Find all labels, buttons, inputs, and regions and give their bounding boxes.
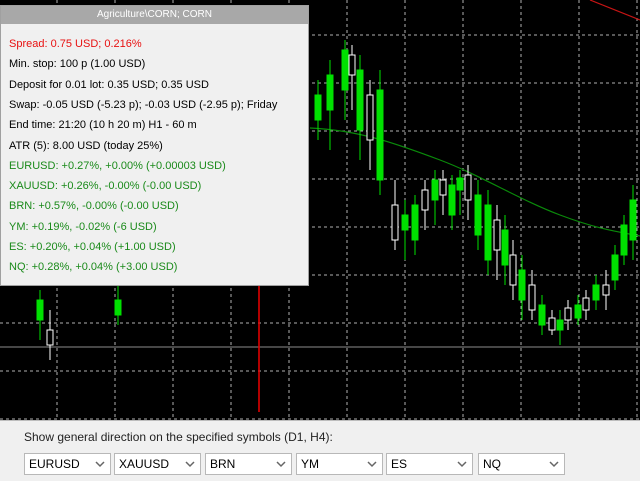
info-line: ES: +0.20%, +0.04% (+1.00 USD): [9, 241, 176, 253]
symbol-select-value: NQ: [483, 457, 501, 471]
candle-body: [439, 179, 447, 196]
candle-body: [391, 204, 399, 241]
candle-body: [582, 297, 590, 311]
candle-body: [314, 94, 322, 121]
symbol-select-value: YM: [301, 457, 319, 471]
info-line: ATR (5): 8.00 USD (today 25%): [9, 139, 163, 152]
symbol-select-value: EURUSD: [29, 457, 80, 471]
candle-body: [448, 184, 456, 216]
candle-body: [620, 224, 628, 256]
info-line: End time: 21:20 (10 h 20 m) H1 - 60 m: [9, 119, 197, 132]
candle-body: [46, 329, 54, 346]
trend-line: [589, 0, 640, 21]
settings-label: Show general direction on the specified …: [24, 430, 333, 444]
candle-body: [564, 307, 572, 321]
candle-body: [484, 204, 492, 261]
candle-body: [341, 49, 349, 91]
candle-body: [401, 214, 409, 231]
chevron-down-icon[interactable]: [275, 458, 287, 470]
chevron-down-icon[interactable]: [184, 458, 196, 470]
info-panel-title: Agriculture\CORN; CORN: [1, 6, 308, 24]
symbol-select-ym[interactable]: YM: [296, 453, 383, 475]
symbol-select-value: ES: [391, 457, 408, 471]
candle-body: [431, 179, 439, 201]
candle-body: [548, 317, 556, 331]
candle-body: [456, 177, 464, 191]
candle-body: [528, 284, 536, 311]
info-line: Deposit for 0.01 lot: 0.35 USD; 0.35 USD: [9, 78, 209, 91]
settings-panel: Show general direction on the specified …: [0, 420, 640, 481]
candle-body: [493, 219, 501, 251]
info-line: XAUUSD: +0.26%, -0.00% (-0.00 USD): [9, 180, 202, 193]
candle-body: [518, 269, 526, 301]
candle-body: [114, 299, 122, 316]
symbol-select-nq[interactable]: NQ: [478, 453, 565, 475]
symbol-select-value: BRN: [210, 457, 236, 471]
candle-body: [411, 204, 419, 241]
symbol-select-eurusd[interactable]: EURUSD: [24, 453, 111, 475]
info-line: Swap: -0.05 USD (-5.23 p); -0.03 USD (-2…: [9, 98, 278, 111]
candle-body: [348, 54, 356, 76]
candle-body: [464, 174, 472, 201]
candle-body: [574, 304, 582, 319]
candle-body: [556, 319, 564, 331]
candle-body: [421, 189, 429, 211]
info-line: EURUSD: +0.27%, +0.00% (+0.00003 USD): [9, 159, 226, 172]
info-line: Spread: 0.75 USD; 0.216%: [9, 38, 142, 50]
chevron-down-icon[interactable]: [548, 458, 560, 470]
candle-body: [602, 284, 610, 296]
symbol-select-brn[interactable]: BRN: [205, 453, 292, 475]
symbol-select-value: XAUUSD: [119, 457, 170, 471]
symbol-select-es[interactable]: ES: [386, 453, 473, 475]
candle-body: [538, 304, 546, 326]
candle-body: [356, 69, 364, 131]
info-line: YM: +0.19%, -0.02% (-6 USD): [9, 220, 157, 233]
info-line: Min. stop: 100 p (1.00 USD): [9, 58, 146, 71]
chevron-down-icon[interactable]: [94, 458, 106, 470]
symbol-info-panel: Agriculture\CORN; CORN Spread: 0.75 USD;…: [0, 5, 309, 286]
moving-average-line: [309, 127, 640, 237]
chevron-down-icon[interactable]: [456, 458, 468, 470]
candle-body: [501, 229, 509, 266]
candle-body: [611, 254, 619, 281]
candle-body: [326, 74, 334, 111]
candle-body: [474, 194, 482, 236]
candle-body: [592, 284, 600, 301]
candle-body: [376, 89, 384, 181]
symbol-select-xauusd[interactable]: XAUUSD: [114, 453, 201, 475]
candle-body: [366, 94, 374, 141]
candle-body: [36, 299, 44, 321]
candle-body: [629, 199, 637, 241]
info-line: BRN: +0.57%, -0.00% (-0.00 USD): [9, 200, 179, 213]
info-line: NQ: +0.28%, +0.04% (+3.00 USD): [9, 261, 178, 274]
chevron-down-icon[interactable]: [366, 458, 378, 470]
candle-body: [509, 254, 517, 286]
